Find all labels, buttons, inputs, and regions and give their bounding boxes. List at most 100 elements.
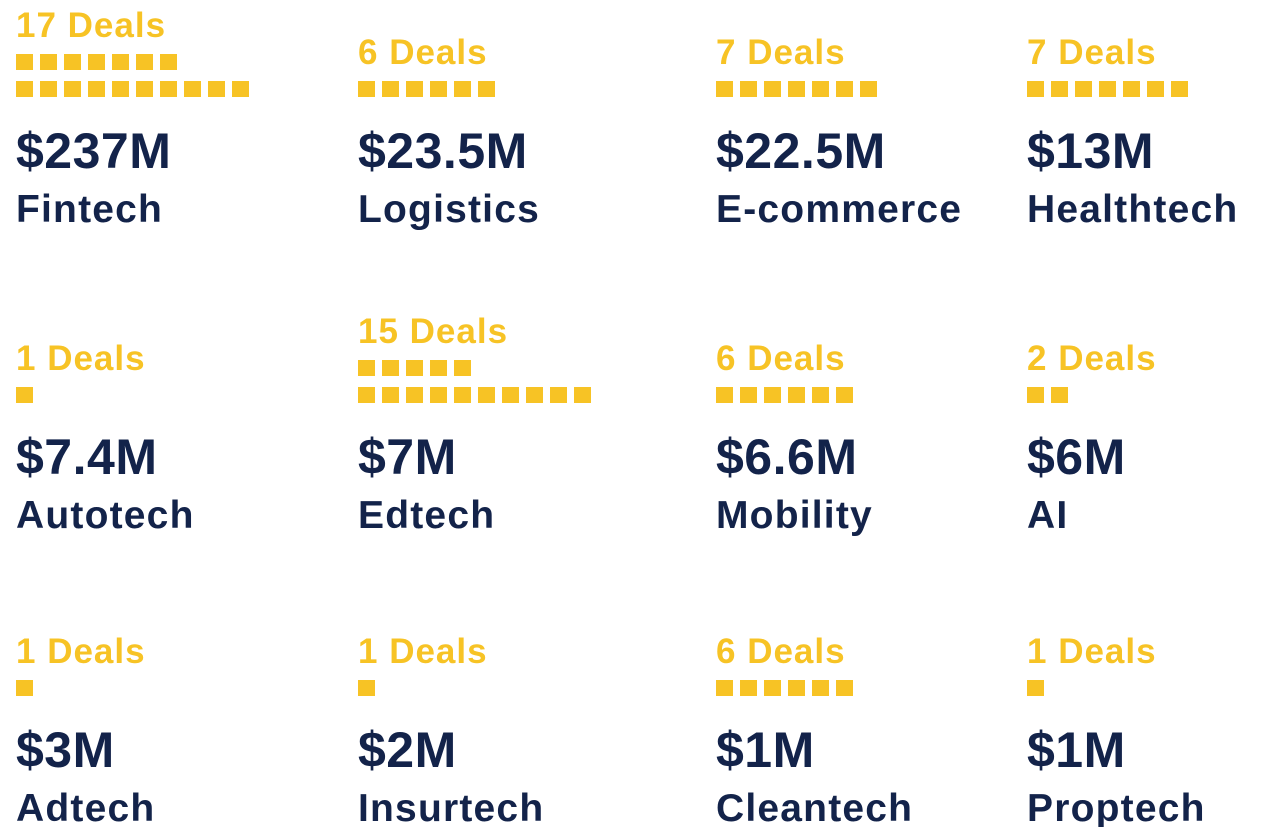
deal-square [454,360,471,376]
category: Mobility [716,494,873,537]
category: Edtech [358,494,495,537]
category: Adtech [16,787,155,827]
deal-square [382,387,399,403]
deal-square [112,54,129,70]
deal-square [136,81,153,97]
deal-square [64,54,81,70]
amount: $1M [716,722,815,778]
deal-count: 2 Deals [1027,339,1157,378]
deal-square [382,360,399,376]
deal-square [16,387,33,403]
deal-square [88,81,105,97]
deal-square [836,680,853,696]
deal-square [16,680,33,696]
category: Insurtech [358,787,544,827]
deal-square [358,360,375,376]
deal-square [478,387,495,403]
deal-square [788,81,805,97]
amount: $13M [1027,123,1154,179]
amount: $22.5M [716,123,886,179]
deal-square [836,81,853,97]
deal-square [716,81,733,97]
deal-square [430,81,447,97]
amount: $23.5M [358,123,528,179]
deal-square [1147,81,1164,97]
deal-count: 17 Deals [16,6,166,45]
deal-square [812,387,829,403]
deal-square [1099,81,1116,97]
deal-square [112,81,129,97]
deal-square [1051,387,1068,403]
deal-square [716,680,733,696]
deal-square [812,680,829,696]
category: Autotech [16,494,195,537]
deal-count: 1 Deals [16,632,146,671]
deal-count: 1 Deals [358,632,488,671]
deal-count: 7 Deals [716,33,846,72]
category: Proptech [1027,787,1206,827]
deal-square [788,387,805,403]
deal-square [406,360,423,376]
deal-square [764,680,781,696]
deal-count: 6 Deals [716,632,846,671]
deal-square [358,680,375,696]
amount: $6M [1027,429,1126,485]
amount: $7.4M [16,429,157,485]
deal-square [40,81,57,97]
amount: $3M [16,722,115,778]
deal-square [454,81,471,97]
deal-count: 7 Deals [1027,33,1157,72]
deal-square [526,387,543,403]
category: Logistics [358,188,540,231]
deal-count: 1 Deals [16,339,146,378]
deal-square [160,81,177,97]
deal-square [1051,81,1068,97]
deal-square [574,387,591,403]
deal-square [860,81,877,97]
deal-square [740,680,757,696]
deal-count: 6 Deals [358,33,488,72]
deal-square [740,81,757,97]
category: E-commerce [716,188,962,231]
deal-count: 6 Deals [716,339,846,378]
deal-square [430,360,447,376]
deal-square [1171,81,1188,97]
deal-square [88,54,105,70]
deal-square [764,81,781,97]
amount: $6.6M [716,429,857,485]
category: Healthtech [1027,188,1238,231]
deal-square [836,387,853,403]
deal-square [1123,81,1140,97]
deal-square [382,81,399,97]
deal-square [1027,81,1044,97]
deal-square [184,81,201,97]
deal-square [454,387,471,403]
deal-square [358,81,375,97]
deal-square [740,387,757,403]
deal-square [1027,680,1044,696]
deal-square [406,387,423,403]
deal-square [478,81,495,97]
category: Fintech [16,188,163,231]
category: AI [1027,494,1068,537]
deal-square [788,680,805,696]
amount: $237M [16,123,171,179]
deal-square [1027,387,1044,403]
deal-square [136,54,153,70]
deal-square [550,387,567,403]
deal-square [1075,81,1092,97]
deal-square [406,81,423,97]
amount: $7M [358,429,457,485]
deal-square [16,54,33,70]
deal-square [358,387,375,403]
deal-square [716,387,733,403]
deal-square [764,387,781,403]
deal-count: 15 Deals [358,312,508,351]
category: Cleantech [716,787,913,827]
deal-count: 1 Deals [1027,632,1157,671]
deal-square [232,81,249,97]
deal-square [430,387,447,403]
deal-square [40,54,57,70]
